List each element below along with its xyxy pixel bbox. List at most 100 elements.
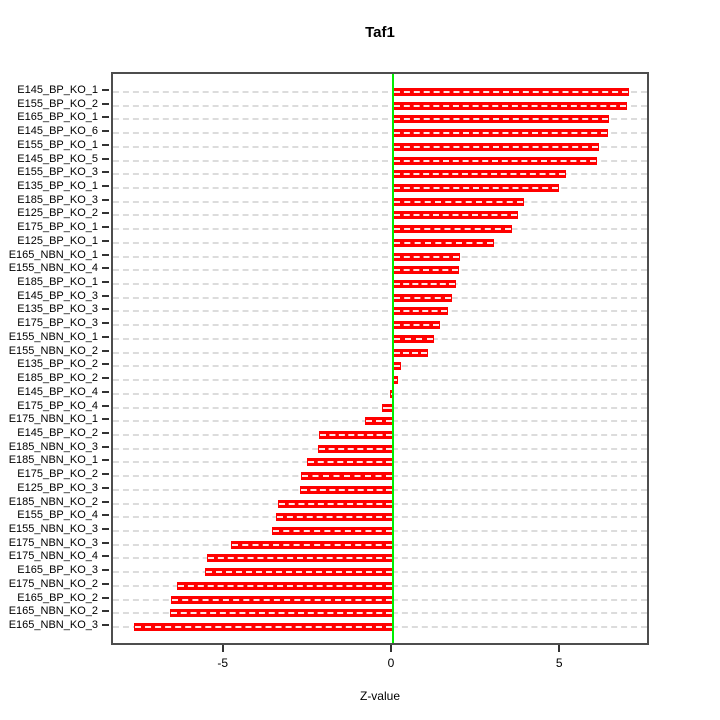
bar — [392, 252, 461, 261]
bar — [169, 609, 393, 618]
bar-dash-pattern — [393, 132, 607, 135]
x-axis-tick — [389, 645, 392, 652]
bar-dash-pattern — [206, 571, 392, 574]
x-axis-tick-label: 0 — [387, 656, 395, 670]
bar — [392, 184, 559, 193]
y-axis-label: E185_NBN_KO_1 — [8, 454, 98, 467]
y-axis-label: E145_BP_KO_4 — [17, 385, 98, 398]
y-axis-label: E175_NBN_KO_4 — [8, 550, 98, 563]
bar — [392, 280, 457, 289]
bar-dash-pattern — [208, 557, 392, 560]
y-axis-label: E165_BP_KO_3 — [17, 564, 98, 577]
y-axis-label: E155_NBN_KO_4 — [8, 262, 98, 275]
bar-dash-pattern — [393, 214, 518, 217]
y-axis-label: E175_NBN_KO_2 — [8, 577, 98, 590]
y-axis-tick — [102, 253, 109, 256]
bar — [365, 417, 393, 426]
y-axis-label: E145_BP_KO_6 — [17, 125, 98, 138]
gridline — [113, 241, 647, 244]
y-axis-tick — [102, 294, 109, 297]
bar — [392, 362, 401, 371]
y-axis-label: E145_BP_KO_1 — [17, 84, 98, 96]
gridline — [113, 392, 647, 395]
bar-dash-pattern — [366, 420, 392, 423]
y-axis-tick — [102, 541, 109, 544]
y-axis-tick — [102, 335, 109, 338]
gridline — [113, 145, 647, 148]
x-axis-title: Z-value — [359, 689, 400, 703]
y-axis-tick — [102, 102, 109, 105]
y-axis-tick — [102, 459, 109, 462]
bar-dash-pattern — [276, 516, 392, 519]
gridline — [113, 406, 647, 409]
y-axis-label: E155_BP_KO_4 — [17, 509, 98, 522]
bar — [170, 595, 393, 604]
y-axis-tick — [102, 486, 109, 489]
x-axis-tick-label: 5 — [555, 656, 563, 670]
bar — [392, 101, 628, 110]
y-axis-label: E155_NBN_KO_3 — [8, 522, 98, 535]
y-axis-label: E175_NBN_KO_1 — [8, 413, 98, 426]
bar-dash-pattern — [134, 626, 392, 628]
bar — [307, 458, 393, 467]
gridline — [113, 337, 647, 340]
bar-dash-pattern — [171, 598, 392, 601]
plot-area — [111, 72, 649, 645]
gridline — [113, 187, 647, 190]
y-axis-label: E165_BP_KO_2 — [17, 591, 98, 604]
gridline — [113, 228, 647, 231]
y-axis-label: E145_BP_KO_5 — [17, 152, 98, 165]
gridline — [113, 173, 647, 176]
y-axis-label: E175_BP_KO_2 — [17, 468, 98, 481]
y-axis-label: E155_BP_KO_2 — [17, 97, 98, 110]
y-axis-tick — [102, 390, 109, 393]
zero-reference-line — [391, 74, 394, 643]
y-axis-label: E155_NBN_KO_1 — [8, 330, 98, 343]
bar — [301, 472, 393, 481]
bar-dash-pattern — [393, 200, 524, 203]
y-axis-label: E185_NBN_KO_2 — [8, 495, 98, 508]
bar-dash-pattern — [393, 241, 493, 244]
y-axis-tick — [102, 445, 109, 448]
y-axis-label: E175_BP_KO_1 — [17, 221, 98, 234]
bar — [300, 485, 393, 494]
y-axis-tick — [102, 267, 109, 270]
bar — [176, 581, 393, 590]
bar — [392, 225, 513, 234]
y-axis-tick — [102, 473, 109, 476]
bar — [392, 348, 428, 357]
y-axis-tick — [102, 116, 109, 119]
gridline — [113, 255, 647, 258]
y-axis-label: E185_BP_KO_3 — [17, 193, 98, 206]
bar-dash-pattern — [393, 118, 608, 121]
x-axis-tick — [558, 645, 561, 652]
y-axis-tick — [102, 500, 109, 503]
bar-dash-pattern — [393, 255, 460, 258]
y-axis-tick — [102, 377, 109, 380]
gridline — [113, 283, 647, 286]
bar — [318, 444, 393, 453]
y-axis-label: E135_BP_KO_1 — [17, 180, 98, 193]
bar — [277, 499, 393, 508]
y-axis-tick — [102, 322, 109, 325]
gridline — [113, 91, 647, 93]
bar — [392, 197, 525, 206]
y-axis-label: E165_NBN_KO_2 — [8, 605, 98, 618]
bar-dash-pattern — [319, 447, 392, 450]
y-axis-tick — [102, 610, 109, 613]
bar — [392, 115, 609, 124]
y-axis-tick — [102, 514, 109, 517]
y-axis-tick — [102, 582, 109, 585]
y-axis-tick — [102, 527, 109, 530]
y-axis-label: E175_BP_KO_4 — [17, 399, 98, 412]
bar-dash-pattern — [393, 379, 397, 382]
y-axis-label: E165_NBN_KO_1 — [8, 248, 98, 261]
y-axis-label: E155_NBN_KO_2 — [8, 344, 98, 357]
bar — [392, 293, 452, 302]
y-axis-label: E125_BP_KO_2 — [17, 207, 98, 220]
bar-dash-pattern — [177, 584, 392, 587]
y-axis-tick — [102, 404, 109, 407]
y-axis-label: E175_BP_KO_3 — [17, 317, 98, 330]
y-axis-tick — [102, 363, 109, 366]
